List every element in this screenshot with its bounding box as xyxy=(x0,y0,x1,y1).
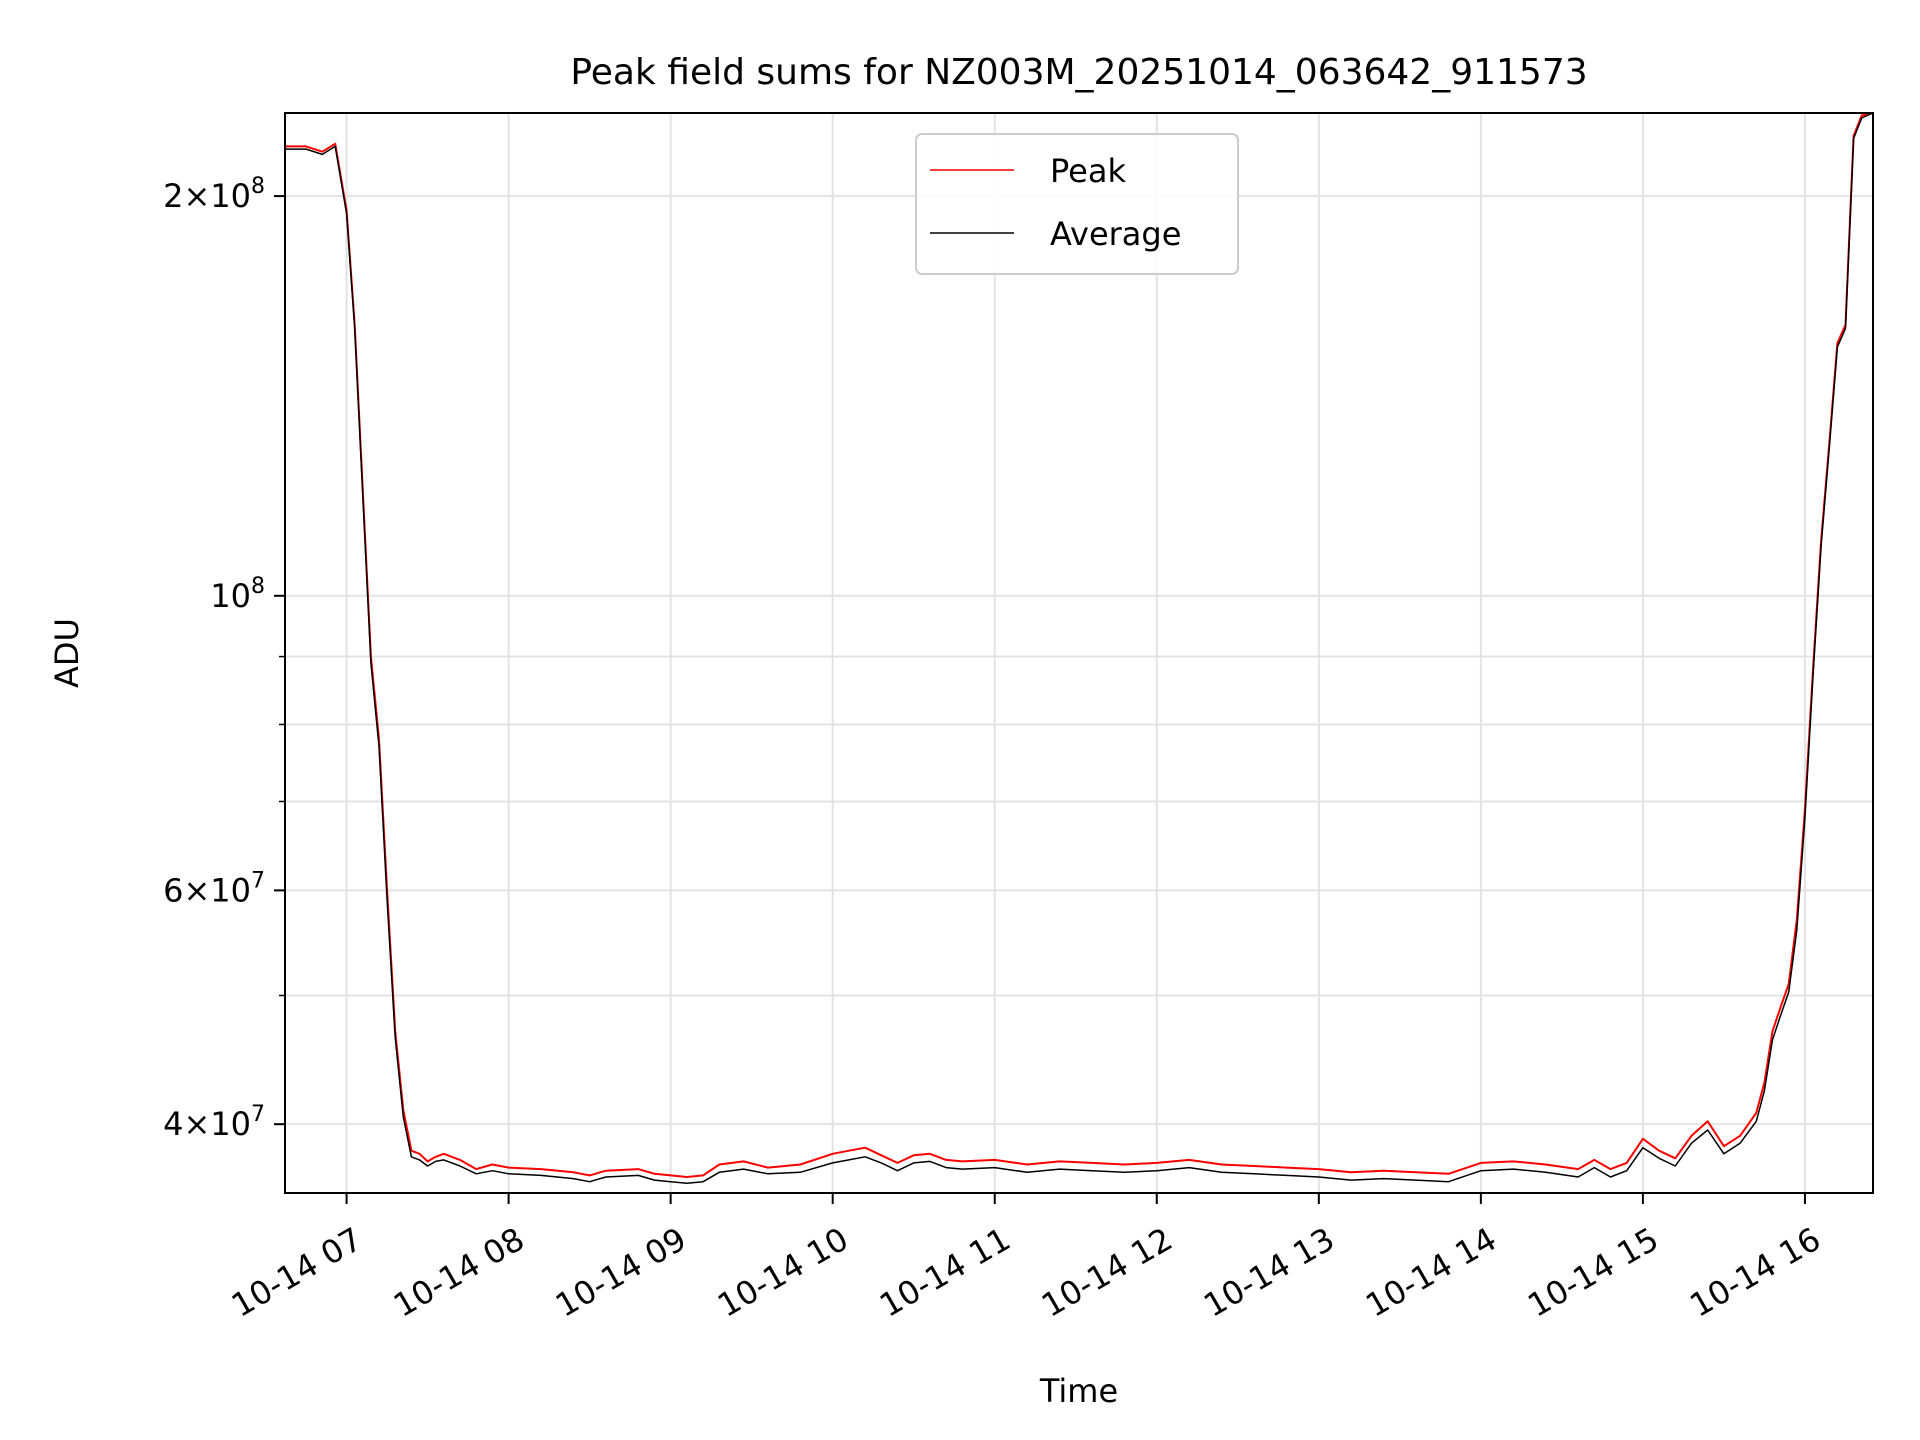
y-tick-exponent: 8 xyxy=(251,174,265,199)
legend: Peak Average xyxy=(915,133,1239,275)
y-tick-mantissa: 6 xyxy=(163,871,183,909)
grid xyxy=(285,113,1873,1193)
x-axis-label: Time xyxy=(1039,1372,1118,1410)
y-tick-mantissa: 2 xyxy=(163,177,183,215)
y-tick-times: × xyxy=(183,177,210,215)
series-line-peak xyxy=(285,112,1874,1178)
series-lines xyxy=(285,112,1874,1185)
series-line-average xyxy=(285,112,1874,1185)
y-tick-times: × xyxy=(183,871,210,909)
chart-title: Peak field sums for NZ003M_20251014_0636… xyxy=(570,52,1587,93)
plot-background xyxy=(285,113,1873,1193)
legend-box xyxy=(915,133,1239,275)
y-tick-base: 10 xyxy=(210,577,251,615)
legend-label-average: Average xyxy=(1050,215,1181,253)
y-tick-label: 4×107 xyxy=(163,1102,265,1143)
y-tick-label: 108 xyxy=(210,574,265,615)
y-tick-mantissa: 4 xyxy=(163,1105,183,1143)
y-axis-label: ADU xyxy=(48,618,86,688)
y-tick-label: 6×107 xyxy=(163,868,265,909)
y-tick-exponent: 8 xyxy=(251,574,265,599)
y-tick-exponent: 7 xyxy=(251,1102,265,1127)
y-tick-exponent: 7 xyxy=(251,868,265,893)
y-tick-times: × xyxy=(183,1105,210,1143)
y-tick-label: 2×108 xyxy=(163,174,265,215)
y-tick-base: 10 xyxy=(210,1105,251,1143)
plot-frame xyxy=(284,112,1874,1194)
y-tick-base: 10 xyxy=(210,871,251,909)
legend-label-peak: Peak xyxy=(1050,152,1126,190)
y-tick-base: 10 xyxy=(210,177,251,215)
